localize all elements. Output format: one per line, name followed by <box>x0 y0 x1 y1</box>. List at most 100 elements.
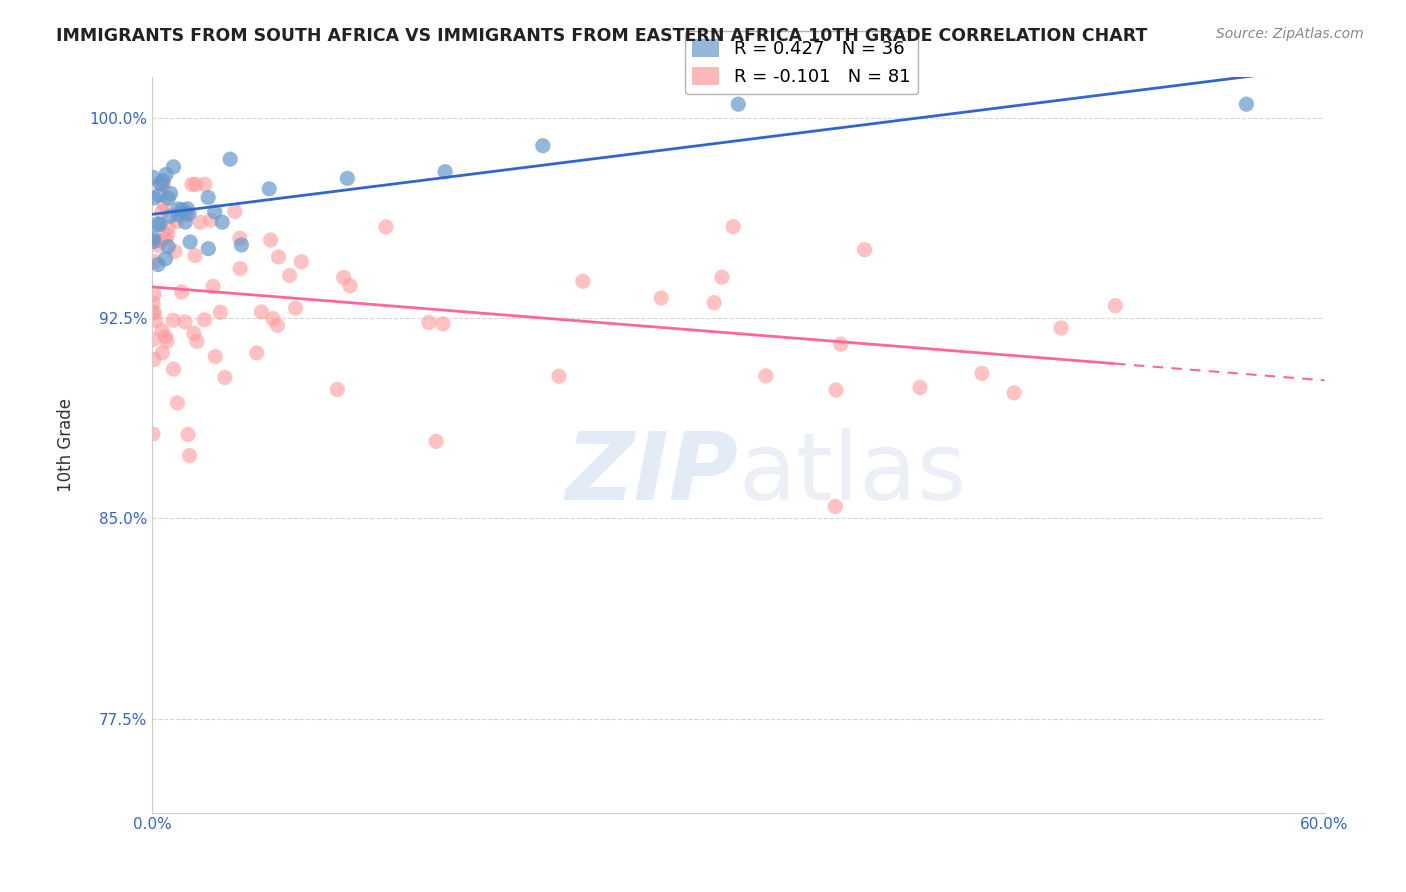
Point <box>284 301 307 315</box>
Point <box>824 500 846 514</box>
Point <box>246 346 269 360</box>
Point <box>157 191 180 205</box>
Legend: R = 0.427   N = 36, R = -0.101   N = 81: R = 0.427 N = 36, R = -0.101 N = 81 <box>685 31 918 94</box>
Point <box>650 291 672 305</box>
Point <box>432 317 454 331</box>
Point <box>177 207 200 221</box>
Point <box>209 305 232 319</box>
Point <box>156 334 179 348</box>
Point <box>166 396 188 410</box>
Point <box>548 369 571 384</box>
Point <box>188 215 211 229</box>
Point <box>179 235 201 249</box>
Point <box>146 217 169 231</box>
Point <box>267 250 290 264</box>
Point <box>339 278 361 293</box>
Point <box>150 346 173 360</box>
Point <box>159 186 181 201</box>
Point <box>143 254 166 268</box>
Point <box>162 362 184 376</box>
Point <box>146 238 169 252</box>
Point <box>290 254 312 268</box>
Point <box>159 209 181 223</box>
Point <box>174 315 197 329</box>
Point <box>830 337 852 351</box>
Point <box>572 274 595 288</box>
Point <box>200 213 222 227</box>
Point <box>229 261 252 276</box>
Point <box>197 242 219 256</box>
Point <box>1234 97 1257 112</box>
Point <box>336 171 359 186</box>
Point <box>149 234 172 248</box>
Point <box>156 227 179 242</box>
Point <box>231 238 253 252</box>
Point <box>142 191 165 205</box>
Point <box>163 244 186 259</box>
Point <box>1104 299 1126 313</box>
Point <box>727 97 749 112</box>
Point <box>142 235 165 249</box>
Point <box>202 279 225 293</box>
Point <box>224 204 246 219</box>
Point <box>853 243 876 257</box>
Y-axis label: 10th Grade: 10th Grade <box>58 398 75 492</box>
Point <box>1002 385 1025 400</box>
Point <box>176 208 198 222</box>
Point <box>157 240 180 254</box>
Point <box>143 305 166 319</box>
Point <box>278 268 301 283</box>
Point <box>266 318 288 333</box>
Point <box>703 295 725 310</box>
Point <box>425 434 447 449</box>
Point <box>155 168 177 182</box>
Point <box>145 313 167 327</box>
Point <box>184 248 207 262</box>
Point <box>755 368 778 383</box>
Point <box>142 235 165 249</box>
Point <box>418 316 440 330</box>
Point <box>186 334 208 349</box>
Point <box>142 296 165 310</box>
Point <box>142 352 165 367</box>
Point <box>531 138 554 153</box>
Point <box>142 306 165 320</box>
Point <box>825 383 848 397</box>
Text: ZIP: ZIP <box>565 428 738 520</box>
Point <box>721 219 744 234</box>
Point <box>170 285 193 299</box>
Point <box>229 231 252 245</box>
Text: IMMIGRANTS FROM SOUTH AFRICA VS IMMIGRANTS FROM EASTERN AFRICA 10TH GRADE CORREL: IMMIGRANTS FROM SOUTH AFRICA VS IMMIGRAN… <box>56 27 1147 45</box>
Point <box>970 367 993 381</box>
Point <box>142 427 165 442</box>
Point <box>434 164 457 178</box>
Point <box>166 214 188 228</box>
Point <box>142 170 165 185</box>
Point <box>148 188 170 202</box>
Point <box>211 215 233 229</box>
Point <box>149 177 172 191</box>
Point <box>146 258 169 272</box>
Point <box>162 160 184 174</box>
Point <box>374 219 396 234</box>
Point <box>219 152 242 166</box>
Point <box>150 324 173 338</box>
Point <box>197 190 219 204</box>
Point <box>183 326 205 341</box>
Point <box>326 383 349 397</box>
Point <box>167 202 190 216</box>
Point <box>250 305 273 319</box>
Point <box>214 370 236 384</box>
Text: Source: ZipAtlas.com: Source: ZipAtlas.com <box>1216 27 1364 41</box>
Point <box>181 178 204 192</box>
Point <box>167 208 190 222</box>
Point <box>176 202 198 216</box>
Point <box>150 178 173 192</box>
Point <box>155 329 177 343</box>
Point <box>908 380 931 394</box>
Point <box>143 287 166 301</box>
Text: atlas: atlas <box>738 428 966 520</box>
Point <box>184 178 207 192</box>
Point <box>194 178 217 192</box>
Point <box>152 173 174 187</box>
